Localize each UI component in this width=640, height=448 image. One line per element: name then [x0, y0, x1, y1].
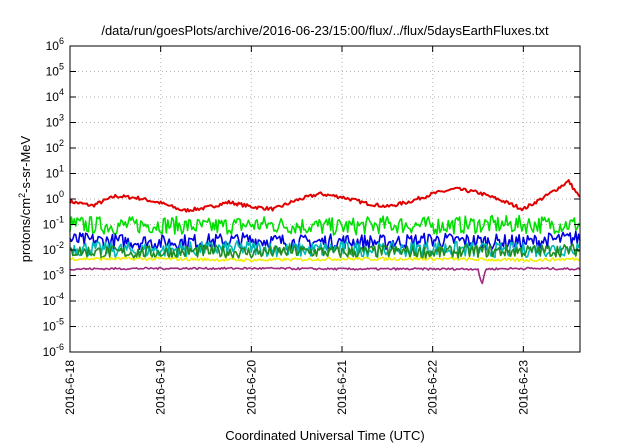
- y-axis-label: protons/cm2-s-sr-MeV: [17, 135, 33, 262]
- y-tick-base: 10: [46, 39, 60, 53]
- y-tick-base: 10: [46, 65, 60, 79]
- series-line: [69, 230, 581, 251]
- y-tick-label: 10-1: [43, 215, 64, 232]
- chart-title: /data/run/goesPlots/archive/2016-06-23/1…: [101, 23, 549, 38]
- y-tick-base: 10: [46, 90, 60, 104]
- y-axis-label-sup: 2: [17, 193, 27, 198]
- series-line: [69, 266, 581, 285]
- y-tick-exponent: 6: [59, 36, 64, 46]
- y-tick-exponent: 3: [59, 113, 64, 123]
- y-tick-base: 10: [43, 269, 57, 283]
- y-tick-base: 10: [43, 218, 57, 232]
- y-tick-exponent: -1: [56, 215, 64, 225]
- y-tick-label: 10-6: [43, 342, 64, 359]
- y-tick-exponent: -4: [56, 291, 64, 301]
- y-tick-exponent: 1: [59, 164, 64, 174]
- y-tick-label: 105: [46, 62, 64, 79]
- y-tick-base: 10: [43, 243, 57, 257]
- x-tick-label: 2016-6-19: [154, 360, 168, 415]
- y-tick-exponent: 0: [59, 189, 64, 199]
- y-tick-label: 103: [46, 113, 64, 130]
- y-tick-label: 10-5: [43, 317, 64, 334]
- y-tick-exponent: -3: [56, 266, 64, 276]
- series-line: [69, 240, 581, 259]
- series-line: [69, 179, 581, 213]
- y-tick-exponent: 5: [59, 62, 64, 72]
- y-tick-label: 101: [46, 164, 64, 181]
- y-tick-base: 10: [46, 116, 60, 130]
- y-axis-label-tail: -s-sr-MeV: [18, 135, 33, 192]
- y-tick-exponent: 4: [59, 87, 64, 97]
- y-tick-label: 102: [46, 138, 64, 155]
- series-line: [69, 214, 581, 236]
- x-tick-labels: 2016-6-18 2016-6-19 2016-6-20 2016-6-21 2016…: [63, 360, 530, 415]
- x-axis-label: Coordinated Universal Time (UTC): [225, 428, 424, 443]
- x-tick-label: 2016-6-18: [63, 360, 77, 415]
- y-tick-base: 10: [43, 320, 57, 334]
- y-tick-label: 10-2: [43, 240, 64, 257]
- y-axis-label-main: protons/cm: [18, 198, 33, 262]
- series-line: [69, 243, 581, 260]
- x-tick-label: 2016-6-20: [244, 360, 258, 415]
- y-tick-label: 104: [46, 87, 64, 104]
- y-tick-label: 106: [46, 36, 64, 53]
- tick-marks: [69, 45, 580, 353]
- y-tick-exponent: -2: [56, 240, 64, 250]
- y-tick-base: 10: [46, 192, 60, 206]
- y-tick-base: 10: [46, 141, 60, 155]
- y-tick-exponent: -6: [56, 342, 64, 352]
- y-tick-base: 10: [46, 167, 60, 181]
- y-tick-exponent: -5: [56, 317, 64, 327]
- series-group: [69, 179, 581, 285]
- y-tick-label: 10-3: [43, 266, 64, 283]
- y-tick-label: 100: [46, 189, 64, 206]
- series-line: [69, 256, 581, 263]
- x-tick-label: 2016-6-21: [335, 360, 349, 415]
- y-tick-labels: 10610510410310210110010-110-210-310-410-…: [43, 36, 64, 359]
- y-tick-base: 10: [43, 345, 57, 359]
- y-tick-label: 10-4: [43, 291, 64, 308]
- x-tick-label: 2016-6-23: [516, 360, 530, 415]
- y-tick-base: 10: [43, 294, 57, 308]
- y-tick-exponent: 2: [59, 138, 64, 148]
- x-tick-label: 2016-6-22: [426, 360, 440, 415]
